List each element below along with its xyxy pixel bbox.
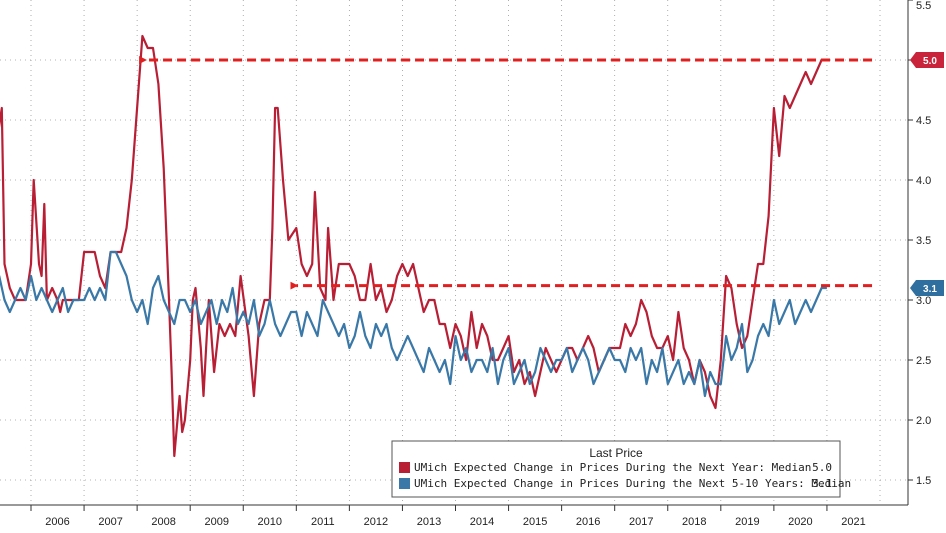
last-price-badge-value: 3.1: [923, 284, 937, 295]
x-tick-label: 2007: [98, 516, 122, 528]
y-tick-label: 3.5: [916, 235, 931, 247]
legend-entry-label: UMich Expected Change in Prices During t…: [414, 461, 811, 474]
last-price-badge-shape: [910, 280, 944, 296]
axes: 1.5 2.0 2.5 3.0 3.5 4.0 4.5 5.0 5.5 2006 2007 2008 2…: [0, 0, 931, 528]
x-tick-label: 2014: [470, 516, 494, 528]
series-lines: [0, 34, 827, 458]
last-price-badge: 5.0: [910, 52, 944, 68]
y-tick-label: 5.5: [916, 0, 931, 12]
last-price-badge-shape: [910, 52, 944, 68]
x-tick-label: 2019: [735, 516, 759, 528]
legend-entry-label: UMich Expected Change in Prices During t…: [414, 477, 851, 490]
x-tick-label: 2016: [576, 516, 600, 528]
last-price-badge-value: 5.0: [923, 56, 937, 67]
x-tick-label: 2012: [364, 516, 388, 528]
y-tick-label: 4.0: [916, 175, 931, 187]
y-tick-label: 1.5: [916, 475, 931, 487]
legend-swatch: [399, 478, 410, 489]
x-tick-label: 2021: [841, 516, 865, 528]
x-tick-label: 2009: [204, 516, 228, 528]
y-tick-label: 2.5: [916, 355, 931, 367]
legend-box: [391, 440, 841, 498]
x-tick-label: 2017: [629, 516, 653, 528]
legend-title: Last Price: [589, 446, 643, 460]
annotations: [139, 56, 873, 290]
legend-entry-value: 5.0: [812, 461, 832, 474]
x-tick-label: 2008: [151, 516, 175, 528]
legend-swatch: [399, 462, 410, 473]
x-tick-label: 2015: [523, 516, 547, 528]
x-tick-label: 2006: [45, 516, 69, 528]
x-tick-label: 2011: [311, 516, 335, 528]
x-tick-label: 2018: [682, 516, 706, 528]
x-tick-label: 2013: [417, 516, 441, 528]
grid: [0, 0, 908, 505]
last-price-labels: 5.0 3.1: [910, 52, 944, 296]
series-line-next-5-10-years: [0, 250, 827, 398]
x-tick-label: 2010: [258, 516, 282, 528]
y-tick-label: 4.5: [916, 115, 931, 127]
y-tick-label: 3.0: [916, 295, 931, 307]
legend-entry-value: 3.1: [812, 477, 832, 490]
y-tick-label: 2.0: [916, 415, 931, 427]
last-price-badge: 3.1: [910, 280, 944, 296]
x-tick-label: 2020: [788, 516, 812, 528]
